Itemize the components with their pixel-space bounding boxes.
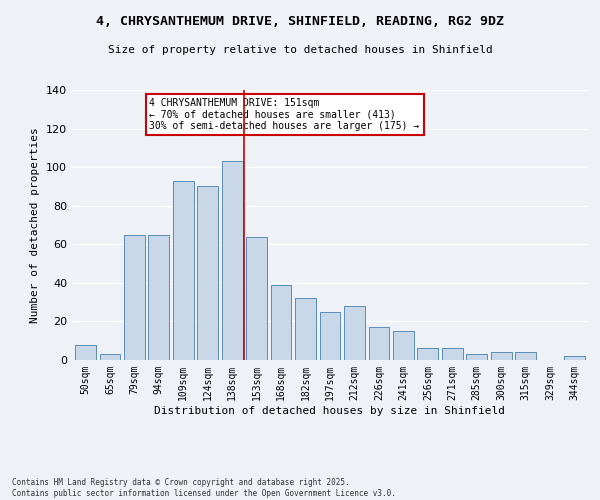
- Bar: [75, 344, 96, 360]
- Text: 4, CHRYSANTHEMUM DRIVE, SHINFIELD, READING, RG2 9DZ: 4, CHRYSANTHEMUM DRIVE, SHINFIELD, READI…: [96, 15, 504, 28]
- Text: 4 CHRYSANTHEMUM DRIVE: 151sqm
← 70% of detached houses are smaller (413)
30% of : 4 CHRYSANTHEMUM DRIVE: 151sqm ← 70% of d…: [149, 98, 419, 132]
- Bar: [344, 306, 365, 360]
- Text: Contains HM Land Registry data © Crown copyright and database right 2025.
Contai: Contains HM Land Registry data © Crown c…: [12, 478, 396, 498]
- Bar: [197, 186, 218, 360]
- Bar: [393, 331, 414, 360]
- Bar: [100, 354, 120, 360]
- Bar: [491, 352, 512, 360]
- Bar: [515, 352, 536, 360]
- Y-axis label: Number of detached properties: Number of detached properties: [31, 127, 40, 323]
- Bar: [124, 234, 145, 360]
- Bar: [418, 348, 438, 360]
- Bar: [173, 180, 194, 360]
- Text: Size of property relative to detached houses in Shinfield: Size of property relative to detached ho…: [107, 45, 493, 55]
- Bar: [320, 312, 340, 360]
- X-axis label: Distribution of detached houses by size in Shinfield: Distribution of detached houses by size …: [155, 406, 505, 415]
- Bar: [466, 354, 487, 360]
- Bar: [222, 162, 242, 360]
- Bar: [295, 298, 316, 360]
- Bar: [148, 234, 169, 360]
- Bar: [271, 285, 292, 360]
- Bar: [246, 236, 267, 360]
- Bar: [368, 327, 389, 360]
- Bar: [564, 356, 585, 360]
- Bar: [442, 348, 463, 360]
